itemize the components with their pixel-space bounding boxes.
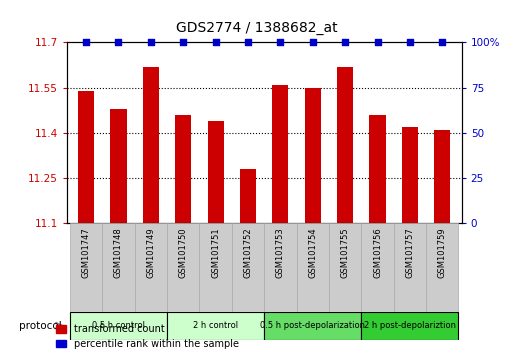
Bar	[208, 121, 224, 223]
Bar	[329, 223, 361, 312]
Point	[341, 40, 349, 45]
Legend: transformed count, percentile rank within the sample: transformed count, percentile rank withi…	[56, 324, 239, 349]
Text: 0.5 h control: 0.5 h control	[92, 321, 145, 330]
Point	[244, 40, 252, 45]
Bar	[297, 223, 329, 312]
Bar	[426, 223, 459, 312]
Text: 0.5 h post-depolarization: 0.5 h post-depolarization	[260, 321, 365, 330]
Bar	[264, 223, 297, 312]
Bar	[167, 312, 264, 340]
Text: GSM101759: GSM101759	[438, 227, 447, 278]
Bar	[337, 67, 353, 223]
Point	[211, 40, 220, 45]
Text: GDS2774 / 1388682_at: GDS2774 / 1388682_at	[175, 21, 338, 35]
Point	[179, 40, 187, 45]
Text: GSM101748: GSM101748	[114, 227, 123, 278]
Bar	[232, 223, 264, 312]
Bar	[70, 312, 167, 340]
Text: GSM101752: GSM101752	[244, 227, 252, 278]
Text: GSM101747: GSM101747	[82, 227, 91, 278]
Point	[277, 40, 285, 45]
Text: GSM101753: GSM101753	[276, 227, 285, 278]
Bar	[402, 127, 418, 223]
Bar	[393, 223, 426, 312]
Text: protocol: protocol	[19, 321, 62, 331]
Bar	[264, 312, 361, 340]
Point	[114, 40, 123, 45]
Text: GSM101756: GSM101756	[373, 227, 382, 278]
Bar	[272, 85, 288, 223]
Text: GSM101754: GSM101754	[308, 227, 317, 278]
Bar	[102, 223, 135, 312]
Bar	[361, 223, 393, 312]
Point	[373, 40, 382, 45]
Bar	[240, 169, 256, 223]
Bar	[70, 223, 102, 312]
Text: GSM101751: GSM101751	[211, 227, 220, 278]
Point	[147, 40, 155, 45]
Bar	[78, 91, 94, 223]
Bar	[200, 223, 232, 312]
Text: GSM101750: GSM101750	[179, 227, 188, 278]
Bar	[143, 67, 159, 223]
Point	[406, 40, 414, 45]
Bar	[135, 223, 167, 312]
Bar	[305, 87, 321, 223]
Point	[82, 40, 90, 45]
Bar	[361, 312, 459, 340]
Bar	[110, 109, 127, 223]
Text: 2 h control: 2 h control	[193, 321, 238, 330]
Text: GSM101755: GSM101755	[341, 227, 350, 278]
Point	[309, 40, 317, 45]
Text: GSM101749: GSM101749	[146, 227, 155, 278]
Bar	[175, 115, 191, 223]
Point	[438, 40, 446, 45]
Text: 2 h post-depolariztion: 2 h post-depolariztion	[364, 321, 456, 330]
Text: GSM101757: GSM101757	[405, 227, 415, 278]
Bar	[167, 223, 200, 312]
Bar	[434, 130, 450, 223]
Bar	[369, 115, 386, 223]
